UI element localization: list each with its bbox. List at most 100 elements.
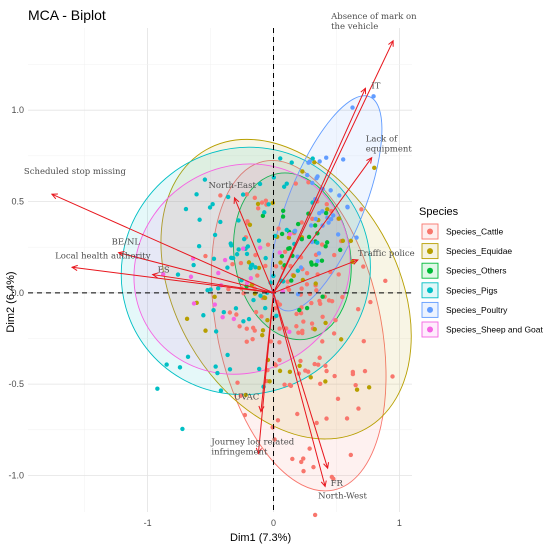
- y-tick-label: -0.5: [8, 379, 24, 389]
- arrow-shaft: [72, 266, 274, 294]
- point-Species_Pigs: [185, 354, 191, 360]
- point-Species_Cattle: [241, 291, 246, 296]
- point-Species_Equidae: [203, 328, 208, 333]
- variable-label-line: Journey log related: [210, 438, 294, 448]
- point-Species_Others: [279, 254, 285, 259]
- point-Species_Sheep and Goat: [216, 270, 221, 276]
- legend-marker: [427, 248, 433, 255]
- point-Species_Poultry: [314, 176, 319, 181]
- legend-marker: [427, 267, 433, 274]
- x-tick-label: -1: [144, 518, 152, 528]
- point-Species_Pigs: [211, 256, 217, 262]
- arrow-shaft: [273, 88, 366, 294]
- point-Species_Cattle: [234, 312, 239, 317]
- point-Species_Others: [320, 294, 325, 299]
- point-Species_Poultry: [350, 105, 355, 110]
- point-Species_Cattle: [255, 273, 260, 278]
- arrow-shaft: [118, 252, 274, 294]
- arrow-head: [351, 258, 359, 265]
- point-Species_Poultry: [320, 209, 325, 214]
- y-tick-label: 0.5: [11, 197, 24, 207]
- point-Species_Cattle: [277, 340, 282, 345]
- point-Species_Equidae: [323, 320, 328, 326]
- point-Species_Cattle: [287, 382, 292, 388]
- variable-label: Lack of equipment: [366, 135, 413, 155]
- point-Species_Cattle: [242, 412, 248, 418]
- point-Species_Cattle: [277, 302, 283, 307]
- point-Species_Pigs: [213, 329, 219, 334]
- point-Species_Pigs: [180, 426, 185, 432]
- legend-entry-label: Species_Sheep and Goat: [446, 325, 544, 335]
- variable-label: IT: [371, 81, 380, 91]
- point-Species_Others: [260, 213, 266, 219]
- point-Species_Equidae: [286, 235, 292, 240]
- point-Species_Cattle: [312, 512, 318, 518]
- point-Species_Pigs: [201, 313, 206, 318]
- variable-label: FR: [331, 479, 344, 489]
- arrow-head: [255, 447, 262, 455]
- point-Species_Poultry: [315, 258, 320, 264]
- point-Species_Cattle: [359, 207, 364, 212]
- point-Species_Sheep and Goat: [220, 314, 225, 320]
- point-Species_Others: [299, 236, 304, 242]
- point-Species_Equidae: [354, 387, 360, 392]
- point-Species_Others: [280, 208, 286, 213]
- point-Species_Poultry: [328, 188, 333, 193]
- legend-entry-label: Species_Poultry: [446, 305, 508, 315]
- variable-labels: Absence of mark on the vehicle IT Lack of eq…: [24, 12, 417, 502]
- point-Species_Pigs: [315, 240, 320, 245]
- legend-title: Species: [419, 206, 459, 218]
- point-Species_Equidae: [291, 273, 296, 278]
- point-Species_Cattle: [340, 294, 345, 300]
- point-Species_Cattle: [235, 380, 240, 385]
- point-Species_Cattle: [290, 456, 295, 462]
- point-Species_Cattle: [300, 328, 305, 333]
- point-Species_Cattle: [253, 309, 259, 315]
- point-Species_Poultry: [306, 160, 311, 165]
- variable-label: ES: [158, 266, 170, 276]
- point-Species_Others: [295, 221, 301, 227]
- point-Species_Cattle: [263, 198, 269, 203]
- point-Species_Others: [306, 234, 312, 240]
- point-Species_Poultry: [310, 180, 315, 186]
- point-Species_Pigs: [284, 181, 289, 186]
- point-Species_Cattle: [314, 288, 319, 293]
- point-Species_Equidae: [312, 327, 317, 332]
- point-Species_Cattle: [361, 264, 366, 269]
- point-Species_Poultry: [340, 157, 346, 162]
- point-Species_Pigs: [208, 287, 213, 292]
- point-Species_Others: [280, 214, 286, 219]
- point-Species_Poultry: [326, 220, 331, 225]
- point-Species_Pigs: [257, 181, 263, 187]
- variable-label-line: equipment: [366, 145, 413, 155]
- point-Species_Pigs: [271, 175, 277, 180]
- point-Species_Pigs: [250, 262, 255, 268]
- point-Species_Cattle: [275, 418, 281, 423]
- point-Species_Cattle: [299, 286, 304, 291]
- point-Species_Cattle: [255, 206, 261, 211]
- point-Species_Pigs: [310, 156, 315, 161]
- point-Species_Pigs: [218, 388, 224, 393]
- point-Species_Cattle: [309, 300, 314, 306]
- ellipse-Species_Pigs: [120, 146, 371, 396]
- point-Species_Pigs: [236, 218, 241, 223]
- point-Species_Cattle: [332, 373, 337, 379]
- point-Species_Pigs: [212, 232, 218, 238]
- point-Species_Poultry: [308, 223, 314, 228]
- point-Species_Pigs: [244, 251, 250, 257]
- point-Species_Cattle: [263, 263, 268, 269]
- point-Species_Cattle: [238, 393, 243, 398]
- point-Species_Pigs: [256, 366, 262, 372]
- point-Species_Pigs: [284, 227, 289, 233]
- arrow-head: [50, 193, 58, 200]
- point-Species_Cattle: [319, 242, 325, 247]
- point-Species_Cattle: [268, 339, 274, 344]
- point-Species_Poultry: [345, 205, 350, 210]
- point-Species_Equidae: [252, 291, 258, 296]
- variable-label-line: Absence of mark on: [330, 12, 417, 22]
- arrow-head: [366, 156, 373, 164]
- point-Species_Cattle: [332, 252, 337, 258]
- point-Species_Cattle: [277, 357, 282, 363]
- point-Species_Equidae: [260, 328, 266, 333]
